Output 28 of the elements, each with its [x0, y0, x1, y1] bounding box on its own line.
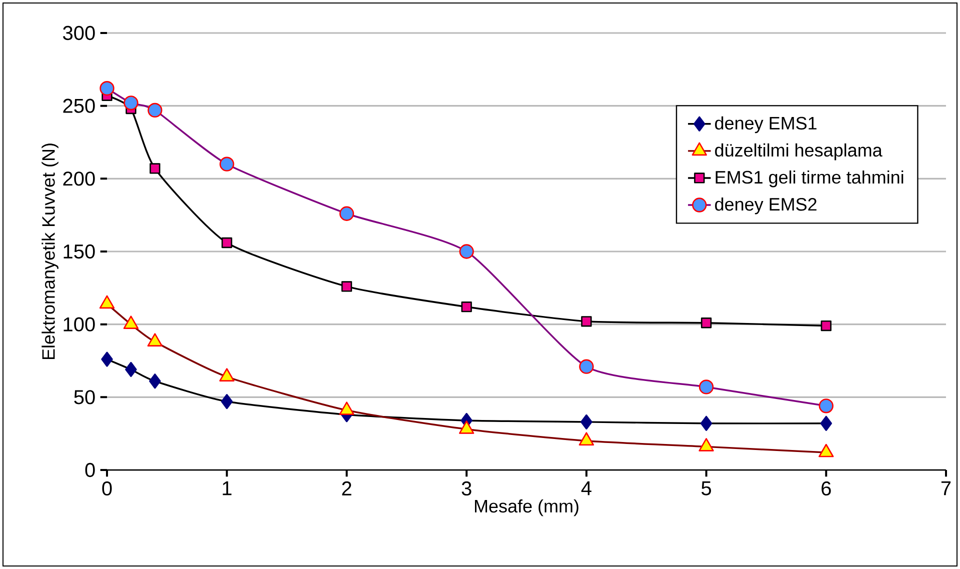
legend-label: EMS1 geli tirme tahmini [716, 170, 904, 188]
y-tick-label: 100 [64, 317, 95, 332]
y-tick-label: 200 [63, 172, 95, 186]
x-tick-label: 1 [222, 481, 232, 496]
y-tick-label: 0 [85, 462, 95, 478]
legend-label: düzeltilmi hesaplama [715, 143, 882, 160]
x-tick-label: 3 [462, 481, 472, 496]
x-tick-label: 6 [822, 481, 831, 496]
y-tick-label: 300 [63, 26, 95, 40]
y-axis-title: Elektromanyetik Kuvvet (N) [42, 144, 58, 360]
y-tick-label: 250 [63, 98, 95, 113]
point [581, 316, 592, 327]
point [222, 237, 232, 248]
x-tick-label: 0 [102, 481, 112, 496]
point [341, 281, 352, 292]
point [461, 302, 472, 312]
x-axis-title: Mesafe (mm) [474, 499, 578, 516]
y-tick-label: 50 [74, 390, 95, 404]
point [700, 318, 712, 328]
y-tick-label: 150 [64, 244, 95, 259]
x-tick-label: 4 [581, 481, 592, 496]
x-tick-label: 5 [702, 481, 712, 496]
point [150, 163, 160, 174]
legend-label: deney EMS2 [715, 197, 816, 214]
x-tick-label: 2 [342, 481, 352, 496]
point [820, 320, 832, 332]
legend-label: deney EMS1 [715, 116, 816, 134]
x-tick-label: 7 [941, 481, 951, 496]
